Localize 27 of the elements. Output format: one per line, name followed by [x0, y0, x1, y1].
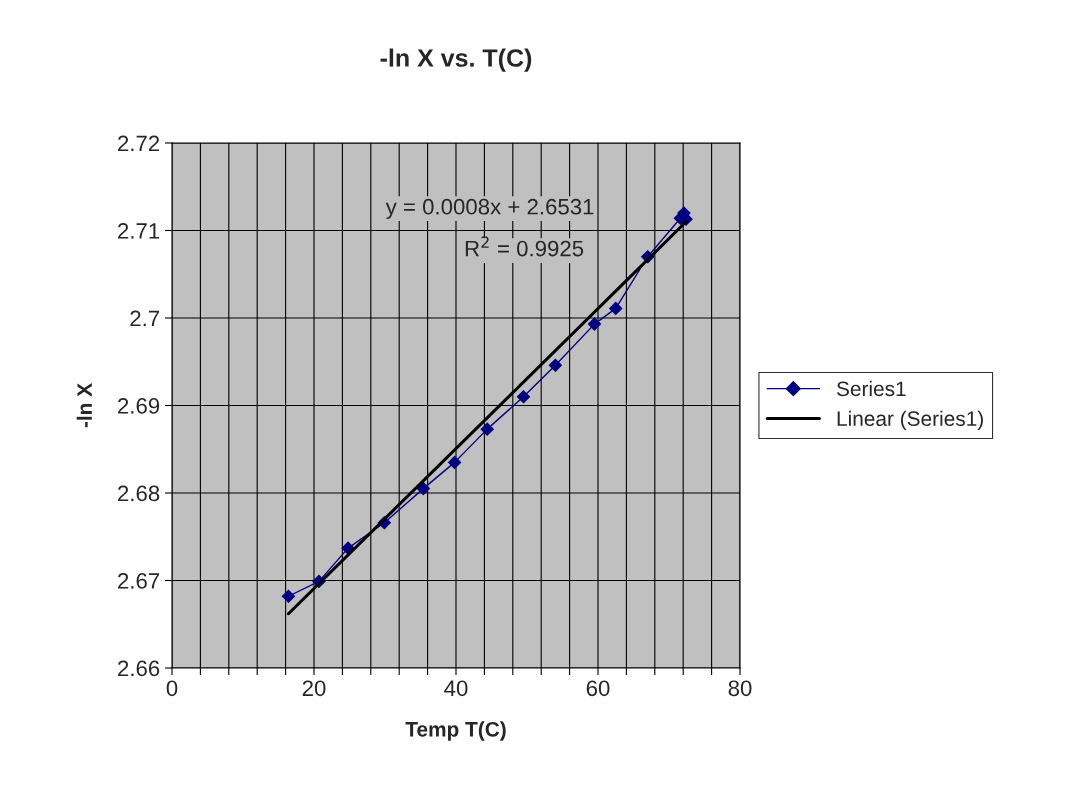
point: [516, 390, 531, 404]
point: [609, 301, 623, 315]
point: [281, 589, 296, 603]
point: [447, 455, 462, 469]
x-tick-label: 80: [728, 680, 752, 697]
point: [416, 482, 430, 496]
x-tick-label: 60: [586, 680, 610, 697]
x-tick-label: 0: [166, 680, 178, 697]
legend-label: Linear (Series1): [837, 410, 983, 431]
y-tick-label: 2.67: [118, 573, 160, 589]
x-tick-label: 40: [444, 680, 468, 697]
point: [480, 422, 494, 436]
y-tick-label: 2.72: [118, 135, 160, 152]
x-tick-label: 20: [302, 680, 326, 697]
y-tick-label: 2.68: [118, 485, 160, 502]
y-tick-label: 2.66: [118, 660, 160, 677]
annotation: R$^{2}$ = 0.9925: [465, 236, 584, 257]
y-tick-label: 2.7: [130, 310, 160, 327]
y-tick-label: 2.71: [118, 223, 160, 239]
chart-title: -ln X vs. T(C): [380, 48, 532, 72]
x-axis-title: Temp T(C): [405, 721, 506, 741]
point: [548, 358, 562, 372]
annotation: y = 0.0008x + 2.6531: [385, 198, 594, 219]
y-axis-title: -ln X: [76, 383, 92, 428]
y-tick-label: 2.69: [118, 398, 160, 414]
legend-label: Series1: [836, 380, 906, 397]
point: [587, 317, 602, 331]
